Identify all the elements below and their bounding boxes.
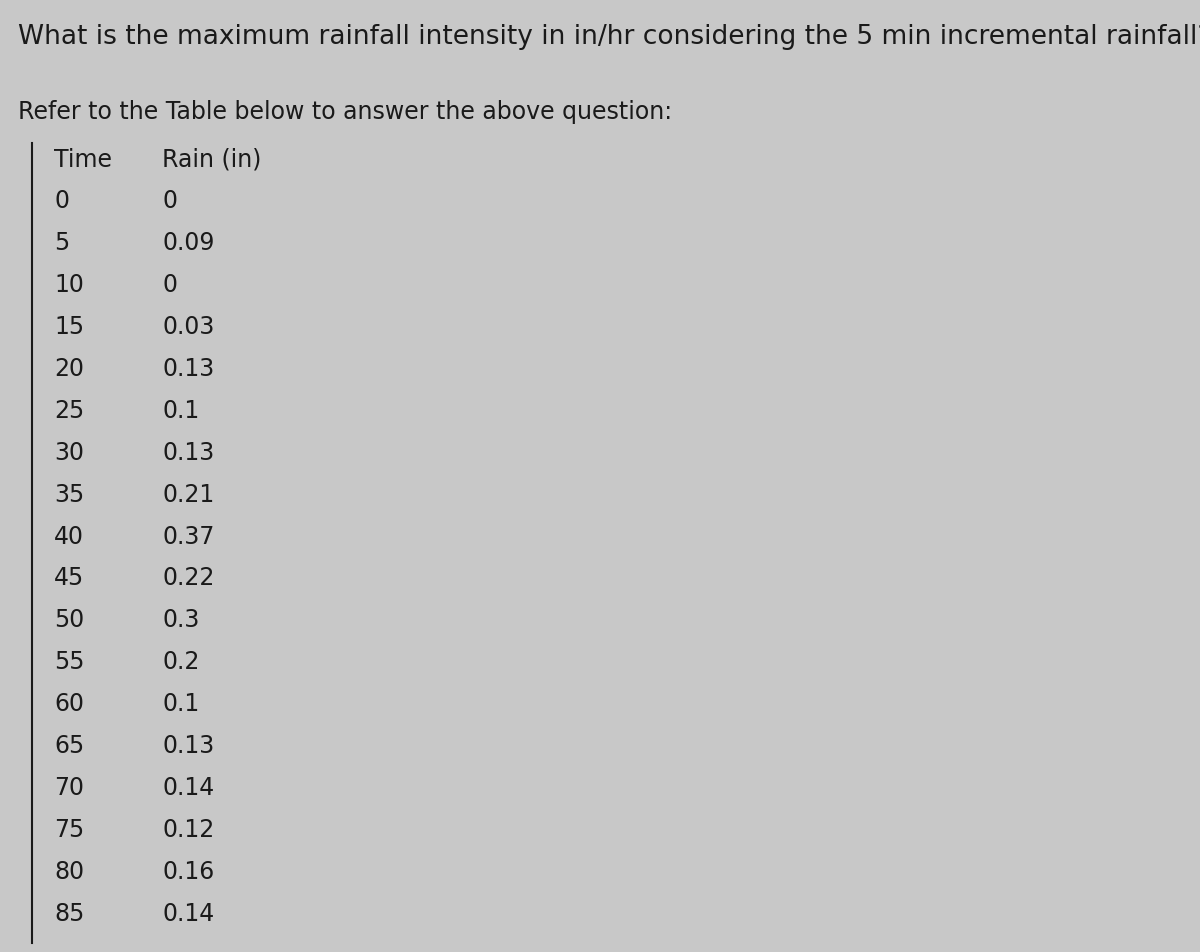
Text: 0.1: 0.1 bbox=[162, 692, 199, 716]
Text: 80: 80 bbox=[54, 860, 84, 883]
Text: 75: 75 bbox=[54, 818, 84, 842]
Text: What is the maximum rainfall intensity in in/hr considering the 5 min incrementa: What is the maximum rainfall intensity i… bbox=[18, 24, 1200, 50]
Text: 55: 55 bbox=[54, 650, 84, 674]
Text: Rain (in): Rain (in) bbox=[162, 148, 262, 171]
Text: 0.21: 0.21 bbox=[162, 483, 215, 506]
Text: Time: Time bbox=[54, 148, 112, 171]
Text: 0.03: 0.03 bbox=[162, 315, 215, 339]
Text: 0.22: 0.22 bbox=[162, 566, 215, 590]
Text: 5: 5 bbox=[54, 231, 70, 255]
Text: 65: 65 bbox=[54, 734, 84, 758]
Text: 10: 10 bbox=[54, 273, 84, 297]
Text: 0: 0 bbox=[162, 273, 178, 297]
Text: 50: 50 bbox=[54, 608, 84, 632]
Text: 0.09: 0.09 bbox=[162, 231, 215, 255]
Text: 0.12: 0.12 bbox=[162, 818, 215, 842]
Text: 60: 60 bbox=[54, 692, 84, 716]
Text: 0.2: 0.2 bbox=[162, 650, 199, 674]
Text: 0.13: 0.13 bbox=[162, 441, 215, 465]
Text: 70: 70 bbox=[54, 776, 84, 800]
Text: 40: 40 bbox=[54, 525, 84, 548]
Text: 0.1: 0.1 bbox=[162, 399, 199, 423]
Text: Refer to the Table below to answer the above question:: Refer to the Table below to answer the a… bbox=[18, 100, 672, 124]
Text: 0: 0 bbox=[54, 189, 70, 213]
Text: 85: 85 bbox=[54, 902, 84, 925]
Text: 0.13: 0.13 bbox=[162, 357, 215, 381]
Text: 25: 25 bbox=[54, 399, 84, 423]
Text: 30: 30 bbox=[54, 441, 84, 465]
Text: 0.13: 0.13 bbox=[162, 734, 215, 758]
Text: 35: 35 bbox=[54, 483, 84, 506]
Text: 0.14: 0.14 bbox=[162, 776, 215, 800]
Text: 0: 0 bbox=[162, 189, 178, 213]
Text: 0.37: 0.37 bbox=[162, 525, 215, 548]
Text: 0.16: 0.16 bbox=[162, 860, 215, 883]
Text: 0.3: 0.3 bbox=[162, 608, 199, 632]
Text: 15: 15 bbox=[54, 315, 84, 339]
Text: 20: 20 bbox=[54, 357, 84, 381]
Text: 0.14: 0.14 bbox=[162, 902, 215, 925]
Text: 45: 45 bbox=[54, 566, 84, 590]
